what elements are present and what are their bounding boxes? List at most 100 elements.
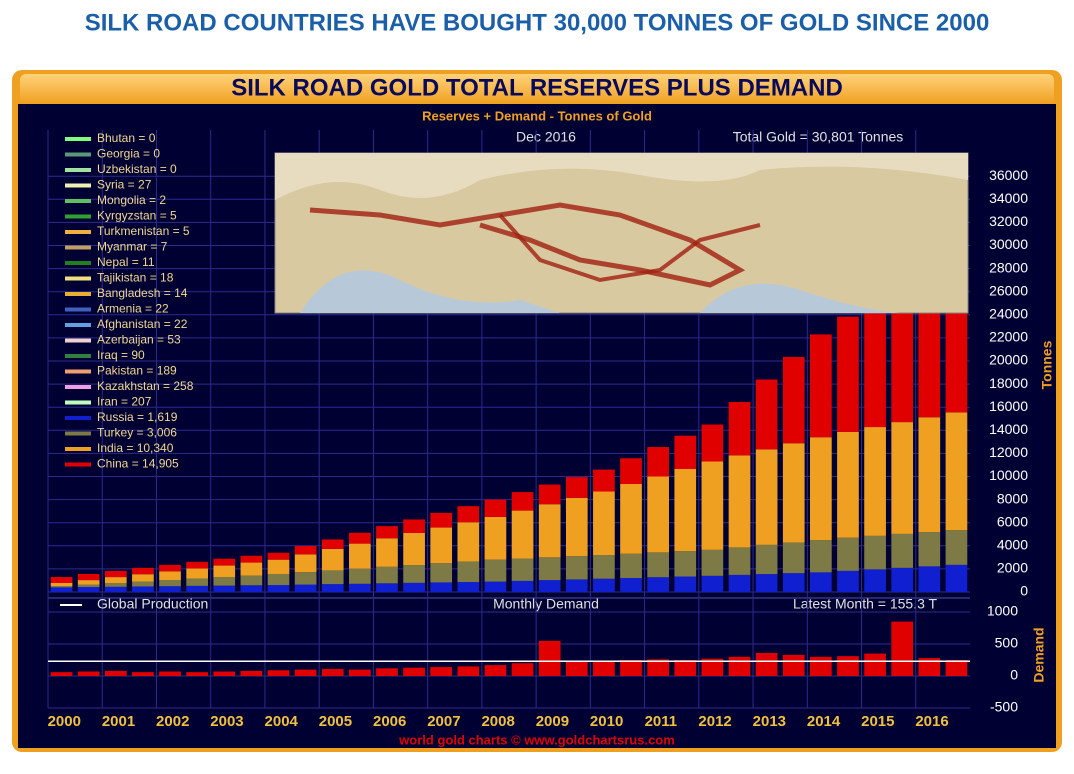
y-tick-label: 14000: [989, 421, 1028, 437]
bar-segment: [891, 567, 914, 592]
bar-segment: [403, 519, 425, 533]
demand-bar: [837, 656, 859, 676]
legend-swatch: [65, 214, 91, 219]
bar-segment: [213, 565, 236, 577]
bar-segment: [349, 543, 371, 569]
bar-segment: [538, 484, 561, 505]
y-tick-label: 22000: [989, 329, 1028, 345]
demand-bar: [376, 668, 398, 676]
bar-segment: [782, 573, 805, 592]
legend-label: Mongolia = 2: [97, 193, 166, 207]
legend-label: Pakistan = 189: [97, 364, 177, 378]
bar-segment: [755, 449, 778, 545]
legend-swatch: [65, 416, 91, 420]
bar-segment: [511, 510, 534, 559]
legend-swatch: [65, 323, 91, 327]
y-tick-label: 26000: [989, 282, 1028, 298]
title-bar: [20, 74, 1054, 104]
bar-segment: [457, 561, 480, 583]
legend-label: Tajikistan = 18: [97, 271, 174, 285]
y-tick-label: 20000: [989, 352, 1028, 368]
bar-segment: [349, 583, 371, 592]
bar-segment: [186, 585, 208, 592]
y-tick-label: 18000: [989, 375, 1028, 391]
bar-segment: [837, 316, 859, 432]
bar-segment: [484, 581, 507, 592]
bar-segment: [945, 564, 968, 592]
bar-segment: [159, 564, 181, 572]
bar-segment: [647, 577, 669, 592]
bar-segment: [104, 570, 127, 578]
x-tick-label: 2001: [102, 713, 135, 730]
x-tick-label: 2007: [427, 713, 460, 730]
date-note: Dec 2016: [516, 129, 576, 145]
bar-segment: [810, 437, 832, 541]
bar-segment: [511, 492, 534, 511]
demand-bar: [782, 654, 805, 676]
bar-segment: [511, 558, 534, 581]
bar-segment: [484, 516, 507, 560]
bar-segment: [945, 530, 968, 565]
bar-segment: [104, 586, 127, 592]
bar-segment: [457, 582, 480, 592]
bar-segment: [674, 435, 697, 469]
bar-segment: [620, 553, 642, 579]
legend-swatch: [65, 276, 91, 281]
bar-segment: [918, 532, 941, 567]
headline: SILK ROAD COUNTRIES HAVE BOUGHT 30,000 T…: [85, 9, 990, 36]
legend-label: Armenia = 22: [97, 302, 169, 316]
legend-label: Turkey = 3,006: [97, 426, 177, 440]
bar-segment: [593, 555, 615, 579]
legend-swatch: [65, 230, 91, 234]
x-tick-label: 2014: [807, 713, 841, 730]
y-tick-label: 4000: [997, 537, 1028, 553]
bar-segment: [565, 579, 588, 592]
bar-segment: [593, 578, 615, 592]
bar-segment: [864, 427, 886, 536]
bar-segment: [891, 281, 914, 423]
legend-label: Azerbaijan = 53: [97, 333, 181, 347]
bar-segment: [755, 379, 778, 450]
bar-segment: [565, 477, 588, 498]
bar-segment: [186, 561, 208, 569]
bar-segment: [511, 580, 534, 592]
y-tick-label: 32000: [989, 213, 1028, 229]
bar-segment: [430, 512, 453, 528]
bar-segment: [267, 559, 290, 574]
legend-swatch: [65, 447, 91, 451]
legend-label: Syria = 27: [97, 178, 152, 192]
bar-segment: [755, 574, 778, 592]
bar-segment: [50, 587, 73, 592]
bar-segment: [782, 356, 805, 444]
demand-bar: [213, 671, 236, 676]
demand-bar: [349, 669, 371, 676]
bar-segment: [837, 537, 859, 571]
demand-bar: [891, 621, 914, 676]
demand-bar: [864, 653, 886, 676]
x-tick-label: 2013: [753, 713, 786, 730]
demand-bar: [511, 663, 534, 676]
bar-segment: [213, 558, 236, 566]
bar-segment: [77, 580, 100, 585]
legend-label: Afghanistan = 22: [97, 317, 188, 331]
bar-segment: [945, 412, 968, 531]
bar-segment: [891, 533, 914, 568]
x-tick-label: 2005: [319, 713, 352, 730]
bar-segment: [376, 566, 398, 584]
legend-swatch: [65, 152, 91, 157]
demand-bar: [403, 667, 425, 676]
bar-segment: [321, 584, 344, 592]
bar-segment: [159, 586, 181, 592]
bar-segment: [674, 468, 697, 552]
bar-segment: [864, 299, 886, 428]
x-tick-label: 2000: [48, 713, 81, 730]
legend-label: Iran = 207: [97, 395, 152, 409]
demand-bar: [701, 658, 724, 676]
y2-tick-label: 0: [1010, 667, 1018, 683]
bar-segment: [186, 568, 208, 579]
bar-segment: [132, 586, 154, 592]
latest-note: Latest Month = 155.3 T: [793, 596, 938, 612]
bar-segment: [213, 585, 236, 592]
bar-segment: [647, 447, 669, 477]
